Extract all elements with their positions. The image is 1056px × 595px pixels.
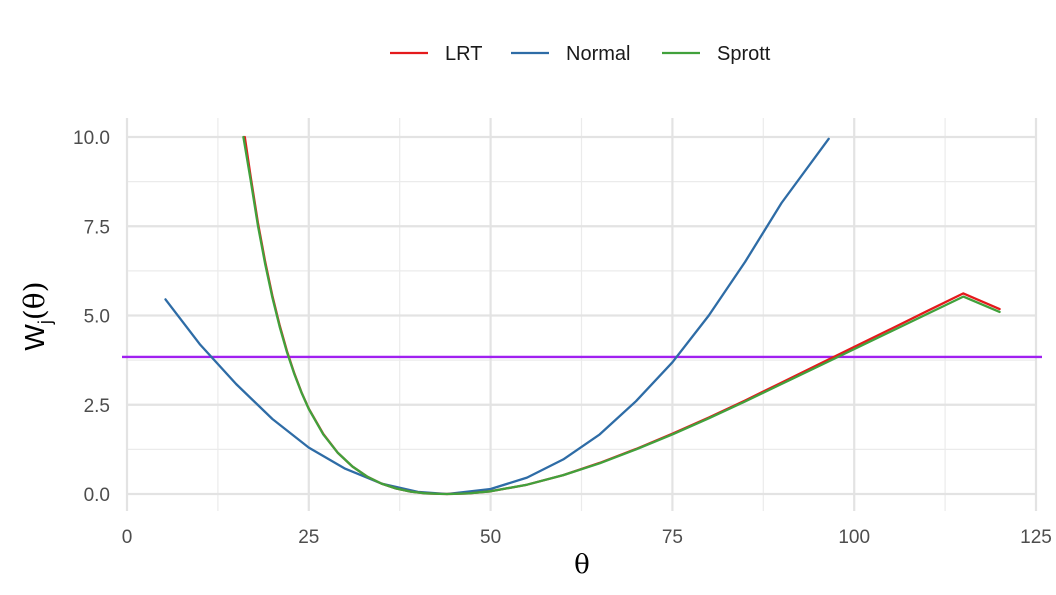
y-axis-title: Wj(θ) <box>18 281 55 350</box>
series-line-sprott <box>242 135 1001 496</box>
x-tick-label: 0 <box>122 527 133 548</box>
x-tick-label: 125 <box>1020 527 1052 548</box>
legend-item-normal: Normal <box>511 43 630 65</box>
y-tick-label: 0.0 <box>84 485 110 506</box>
y-tick-label: 2.5 <box>84 396 110 417</box>
x-axis-title: θ <box>574 550 590 580</box>
y-axis-title-sub: j <box>35 320 55 325</box>
legend-label: Normal <box>566 43 630 65</box>
y-axis-title-arg: (θ) <box>18 281 51 320</box>
x-axis-ticks: 0 25 50 75 100 125 <box>122 527 1052 548</box>
legend-item-lrt: LRT <box>390 43 482 65</box>
svg-text:Wj(θ): Wj(θ) <box>18 281 55 350</box>
x-tick-label: 75 <box>662 527 683 548</box>
y-axis-title-base: W <box>19 324 50 351</box>
legend: LRT Normal Sprott <box>390 43 771 65</box>
series-line-normal <box>164 137 830 496</box>
x-tick-label: 25 <box>298 527 319 548</box>
y-tick-label: 5.0 <box>84 307 110 328</box>
x-tick-label: 50 <box>480 527 501 548</box>
legend-label: LRT <box>445 43 482 65</box>
x-tick-label: 100 <box>838 527 870 548</box>
y-tick-label: 10.0 <box>73 128 110 149</box>
y-axis-ticks: 0.0 2.5 5.0 7.5 10.0 <box>73 128 110 506</box>
major-grid <box>125 118 1038 511</box>
legend-label: Sprott <box>717 43 771 65</box>
y-tick-label: 7.5 <box>84 217 110 238</box>
legend-item-sprott: Sprott <box>662 43 771 65</box>
series-layer <box>164 135 1001 496</box>
